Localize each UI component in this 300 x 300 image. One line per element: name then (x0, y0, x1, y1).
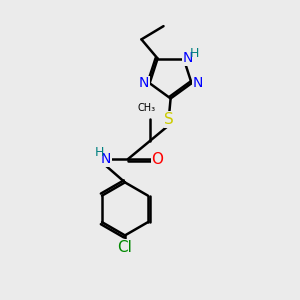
Text: O: O (152, 152, 164, 166)
Text: H: H (190, 47, 200, 60)
Text: N: N (139, 76, 149, 90)
Text: H: H (95, 146, 104, 159)
Text: N: N (182, 51, 193, 65)
Text: N: N (100, 152, 111, 166)
Text: S: S (164, 112, 174, 127)
Text: Cl: Cl (118, 240, 132, 255)
Text: CH₃: CH₃ (137, 103, 155, 113)
Text: N: N (192, 76, 203, 90)
